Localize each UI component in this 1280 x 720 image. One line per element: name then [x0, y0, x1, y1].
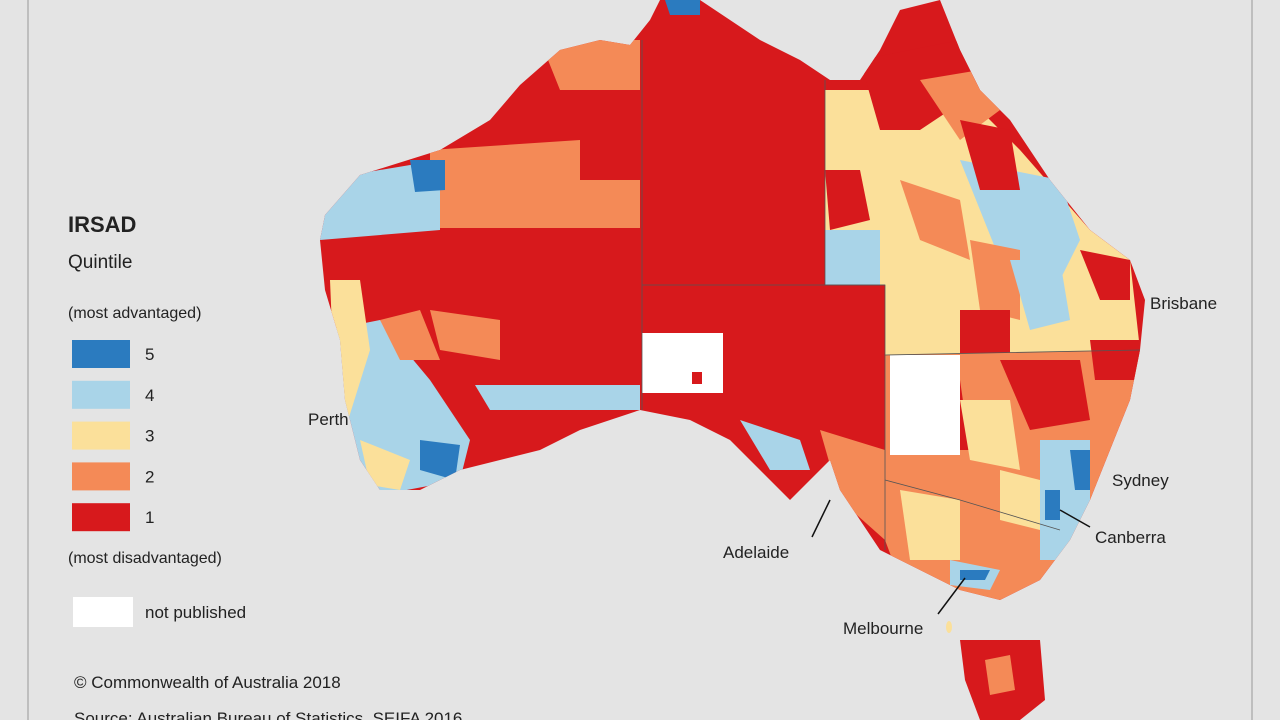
region [1090, 340, 1140, 380]
region [380, 310, 440, 360]
region [360, 440, 410, 490]
region [900, 180, 970, 260]
city-labels: Brisbane Perth Sydney Canberra Adelaide … [308, 294, 1217, 638]
city-label: Adelaide [723, 543, 789, 562]
legend-swatch [72, 421, 130, 450]
region [825, 230, 880, 285]
legend-label: not published [145, 603, 246, 622]
city-label: Melbourne [843, 619, 923, 638]
region [1000, 470, 1040, 530]
copyright: © Commonwealth of Australia 2018 [74, 673, 341, 692]
region [420, 440, 460, 480]
state-border [884, 479, 1061, 531]
region [985, 655, 1015, 695]
region [960, 310, 1010, 355]
region [1080, 250, 1130, 300]
region [665, 0, 700, 15]
legend-label: 5 [145, 345, 154, 364]
region-not-published [890, 355, 960, 455]
city-label: Brisbane [1150, 294, 1217, 313]
leader-line [811, 499, 831, 538]
region [960, 120, 1020, 190]
region [960, 570, 990, 580]
legend-label: 3 [145, 427, 154, 446]
source: Source: Australian Bureau of Statistics,… [74, 709, 462, 720]
legend-swatch [72, 380, 130, 409]
legend-label: 4 [145, 386, 154, 405]
legend-items: 5 4 3 2 1 [72, 340, 154, 532]
region [825, 170, 870, 230]
region [946, 621, 952, 633]
region [970, 240, 1020, 320]
region [1010, 260, 1070, 330]
leader-line [1059, 509, 1091, 528]
leader-line [937, 577, 966, 615]
region [820, 430, 885, 540]
region [960, 400, 1020, 470]
legend-subtitle: Quintile [68, 252, 132, 273]
legend-title: IRSAD [68, 212, 136, 237]
region [692, 372, 702, 384]
region [1000, 360, 1090, 430]
legend-swatch [73, 597, 133, 627]
legend-note: (most advantaged) [68, 305, 201, 322]
state-border [824, 80, 886, 550]
region [540, 40, 640, 90]
legend-swatch [72, 340, 130, 368]
region [430, 140, 640, 228]
region [740, 420, 810, 470]
region [900, 490, 960, 560]
legend-note: (most disadvantaged) [68, 550, 222, 567]
legend-swatch [72, 462, 130, 491]
region [430, 310, 500, 360]
city-label: Sydney [1112, 471, 1169, 490]
legend-swatch [72, 503, 130, 532]
city-label: Perth [308, 410, 349, 429]
region [1045, 490, 1060, 520]
legend: IRSAD Quintile (most advantaged) 5 4 3 2 1 (… [68, 212, 246, 627]
legend-label: 2 [145, 467, 154, 486]
region-not-published [642, 333, 723, 393]
legend-label: 1 [145, 508, 154, 527]
state-border [884, 349, 1141, 356]
region [410, 160, 445, 192]
city-label: Canberra [1095, 528, 1166, 547]
region [1070, 450, 1090, 490]
tasmania [946, 621, 1045, 720]
region [475, 385, 640, 410]
